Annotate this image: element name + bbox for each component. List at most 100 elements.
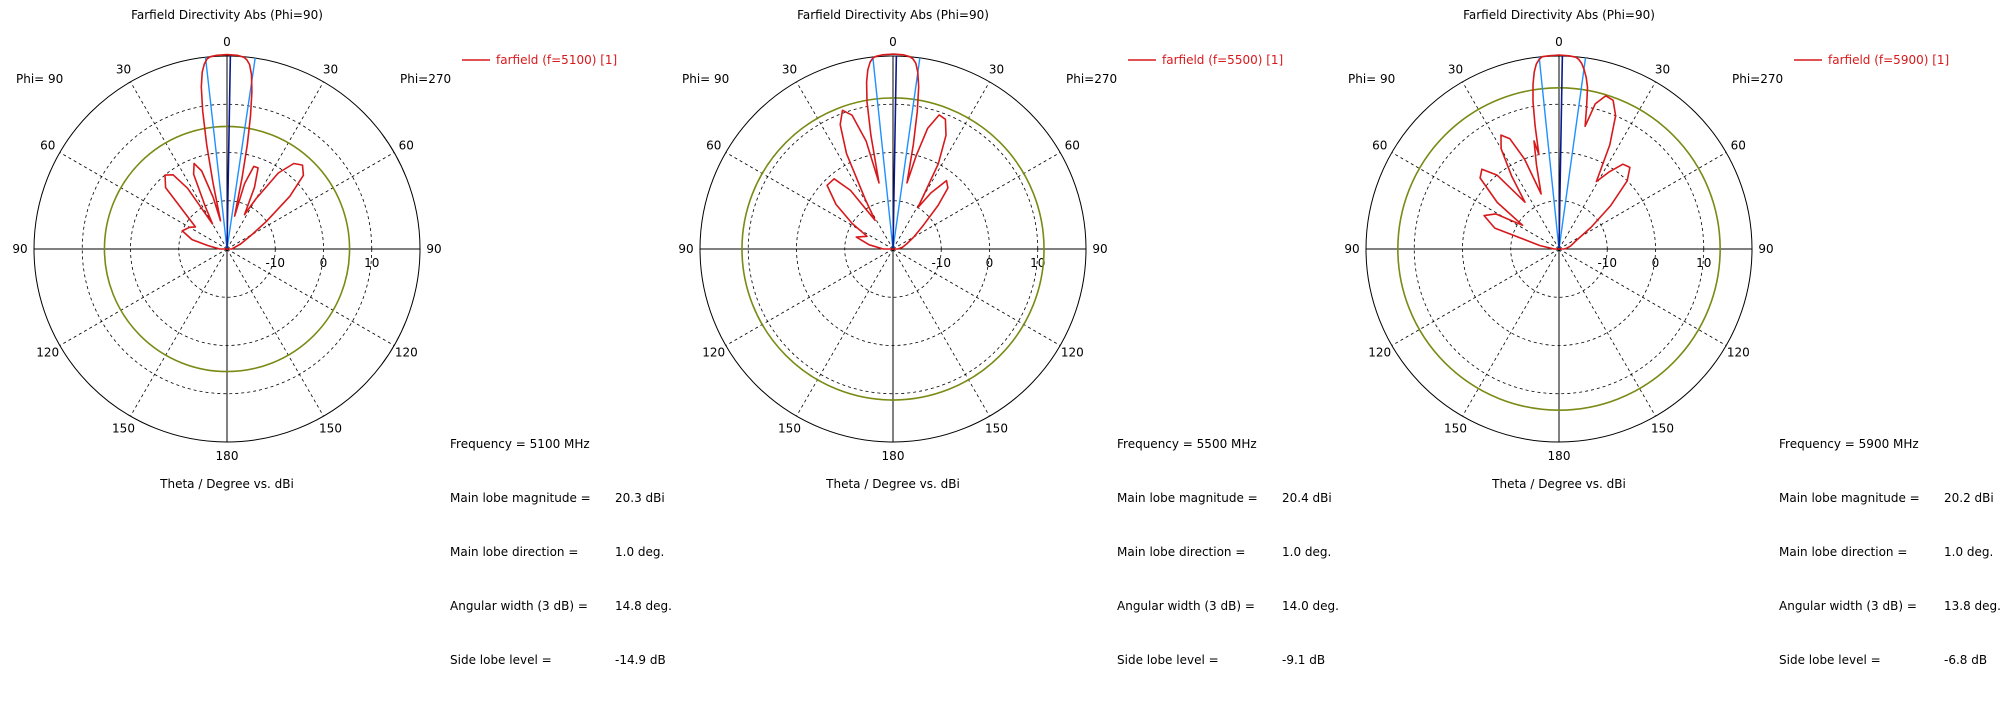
info-side-lobe-level-value: -9.1 dB — [1282, 653, 1326, 667]
radial-tick-label: -10 — [931, 256, 951, 270]
pattern-curve — [826, 53, 949, 250]
info-side-lobe-level-value: -6.8 dB — [1944, 653, 1988, 667]
phi-right-label: Phi=270 — [400, 72, 451, 86]
angle-label-210: 150 — [112, 421, 135, 435]
polar-chart-panel-1: Farfield Directivity Abs (Phi=90) Theta /… — [0, 0, 672, 667]
radial-tick-label: 0 — [1652, 256, 1660, 270]
angle-label-180: 180 — [216, 449, 239, 463]
info-frequency: Frequency = 5100 MHz — [450, 437, 590, 451]
angle-label-240: 120 — [702, 346, 725, 360]
spoke-150 — [1558, 248, 1656, 417]
info-main-lobe-direction-value: 1.0 deg. — [1944, 545, 1994, 559]
x-axis-label: Theta / Degree vs. dBi — [825, 477, 960, 491]
info-angular-width-value: 14.0 deg. — [1282, 599, 1339, 613]
x-axis-label: Theta / Degree vs. dBi — [1491, 477, 1626, 491]
info-frequency: Frequency = 5500 MHz — [1117, 437, 1257, 451]
chart-title: Farfield Directivity Abs (Phi=90) — [797, 8, 989, 22]
angle-label-210: 150 — [1444, 421, 1467, 435]
spoke-210 — [130, 248, 228, 417]
angle-label-0: 0 — [223, 35, 231, 49]
angle-label-30: 30 — [989, 63, 1004, 77]
beamwidth-line-left — [204, 57, 228, 250]
angle-label-0: 0 — [1555, 35, 1563, 49]
angle-label-270: 90 — [1344, 242, 1359, 256]
radial-tick-label: 10 — [1696, 256, 1711, 270]
x-axis-label: Theta / Degree vs. dBi — [159, 477, 294, 491]
info-main-lobe-magnitude-label: Main lobe magnitude = — [1779, 491, 1920, 505]
polar-chart-svg-3: Farfield Directivity Abs (Phi=90) Theta /… — [1344, 8, 1949, 491]
chart-title: Farfield Directivity Abs (Phi=90) — [1463, 8, 1655, 22]
beamwidth-line-right — [1558, 57, 1587, 250]
legend-label: farfield (f=5900) [1] — [1828, 53, 1949, 67]
main-lobe-direction-line — [892, 56, 898, 250]
spoke-150 — [226, 248, 324, 417]
legend-label: farfield (f=5100) [1] — [496, 53, 617, 67]
angle-label-0: 0 — [889, 35, 897, 49]
angle-label-330: 30 — [782, 63, 797, 77]
phi-right-label: Phi=270 — [1066, 72, 1117, 86]
beamwidth-line-right — [892, 57, 921, 250]
info-main-lobe-direction-label: Main lobe direction = — [1117, 545, 1246, 559]
phi-left-label: Phi= 90 — [1348, 72, 1395, 86]
angle-label-240: 120 — [36, 346, 59, 360]
angle-label-90: 90 — [1092, 242, 1107, 256]
sidelobe-level-circle — [1397, 87, 1721, 411]
angle-label-90: 90 — [1758, 242, 1773, 256]
phi-right-label: Phi=270 — [1732, 72, 1783, 86]
radial-tick-label: 10 — [1030, 256, 1045, 270]
angle-label-60: 60 — [399, 139, 414, 153]
main-lobe-direction-line — [226, 56, 232, 250]
info-main-lobe-magnitude-value: 20.3 dBi — [615, 491, 665, 505]
angle-label-60: 60 — [1731, 139, 1746, 153]
spoke-210 — [1462, 248, 1560, 417]
angle-label-300: 60 — [40, 139, 55, 153]
angle-label-150: 150 — [985, 421, 1008, 435]
phi-left-label: Phi= 90 — [16, 72, 63, 86]
radial-tick-label: -10 — [265, 256, 285, 270]
spoke-300 — [59, 152, 228, 250]
angle-label-240: 120 — [1368, 346, 1391, 360]
info-angular-width-label: Angular width (3 dB) = — [1779, 599, 1917, 613]
main-lobe-direction-line — [1558, 56, 1564, 250]
outer-circle — [33, 55, 421, 443]
chart-title: Farfield Directivity Abs (Phi=90) — [131, 8, 323, 22]
angle-label-210: 150 — [778, 421, 801, 435]
radial-tick-label: 10 — [364, 256, 379, 270]
polar-chart-svg-1: Farfield Directivity Abs (Phi=90) Theta /… — [12, 8, 617, 491]
info-main-lobe-magnitude-value: 20.2 dBi — [1944, 491, 1994, 505]
angle-label-120: 120 — [395, 346, 418, 360]
info-main-lobe-direction-label: Main lobe direction = — [450, 545, 579, 559]
angle-label-150: 150 — [1651, 421, 1674, 435]
angle-label-300: 60 — [706, 139, 721, 153]
angle-label-270: 90 — [678, 242, 693, 256]
info-side-lobe-level-label: Side lobe level = — [1117, 653, 1219, 667]
angle-label-330: 30 — [1448, 63, 1463, 77]
angle-label-270: 90 — [12, 242, 27, 256]
pattern-curve — [1479, 54, 1631, 250]
info-main-lobe-direction-label: Main lobe direction = — [1779, 545, 1908, 559]
spoke-300 — [1391, 152, 1560, 250]
radial-tick-label: 0 — [986, 256, 994, 270]
beamwidth-line-left — [1538, 56, 1560, 250]
legend-label: farfield (f=5500) [1] — [1162, 53, 1283, 67]
info-box-3: Frequency = 5900 MHz Main lobe magnitude… — [1779, 399, 2000, 705]
spoke-300 — [725, 152, 894, 250]
info-frequency: Frequency = 5900 MHz — [1779, 437, 1919, 451]
angle-label-120: 120 — [1061, 346, 1084, 360]
angle-label-300: 60 — [1372, 139, 1387, 153]
polar-chart-panel-2: Farfield Directivity Abs (Phi=90) Theta /… — [666, 0, 1339, 667]
info-angular-width-value: 14.8 deg. — [615, 599, 672, 613]
outer-circle — [1365, 55, 1753, 443]
info-side-lobe-level-value: -14.9 dB — [615, 653, 666, 667]
spoke-210 — [796, 248, 894, 417]
angle-label-150: 150 — [319, 421, 342, 435]
radial-tick-label: -10 — [1597, 256, 1617, 270]
angle-label-30: 30 — [1655, 63, 1670, 77]
sidelobe-level-circle — [741, 97, 1045, 401]
info-side-lobe-level-label: Side lobe level = — [1779, 653, 1881, 667]
info-angular-width-label: Angular width (3 dB) = — [1117, 599, 1255, 613]
info-main-lobe-magnitude-value: 20.4 dBi — [1282, 491, 1332, 505]
pattern-curve — [164, 53, 305, 250]
info-side-lobe-level-label: Side lobe level = — [450, 653, 552, 667]
sidelobe-level-circle — [103, 125, 351, 373]
